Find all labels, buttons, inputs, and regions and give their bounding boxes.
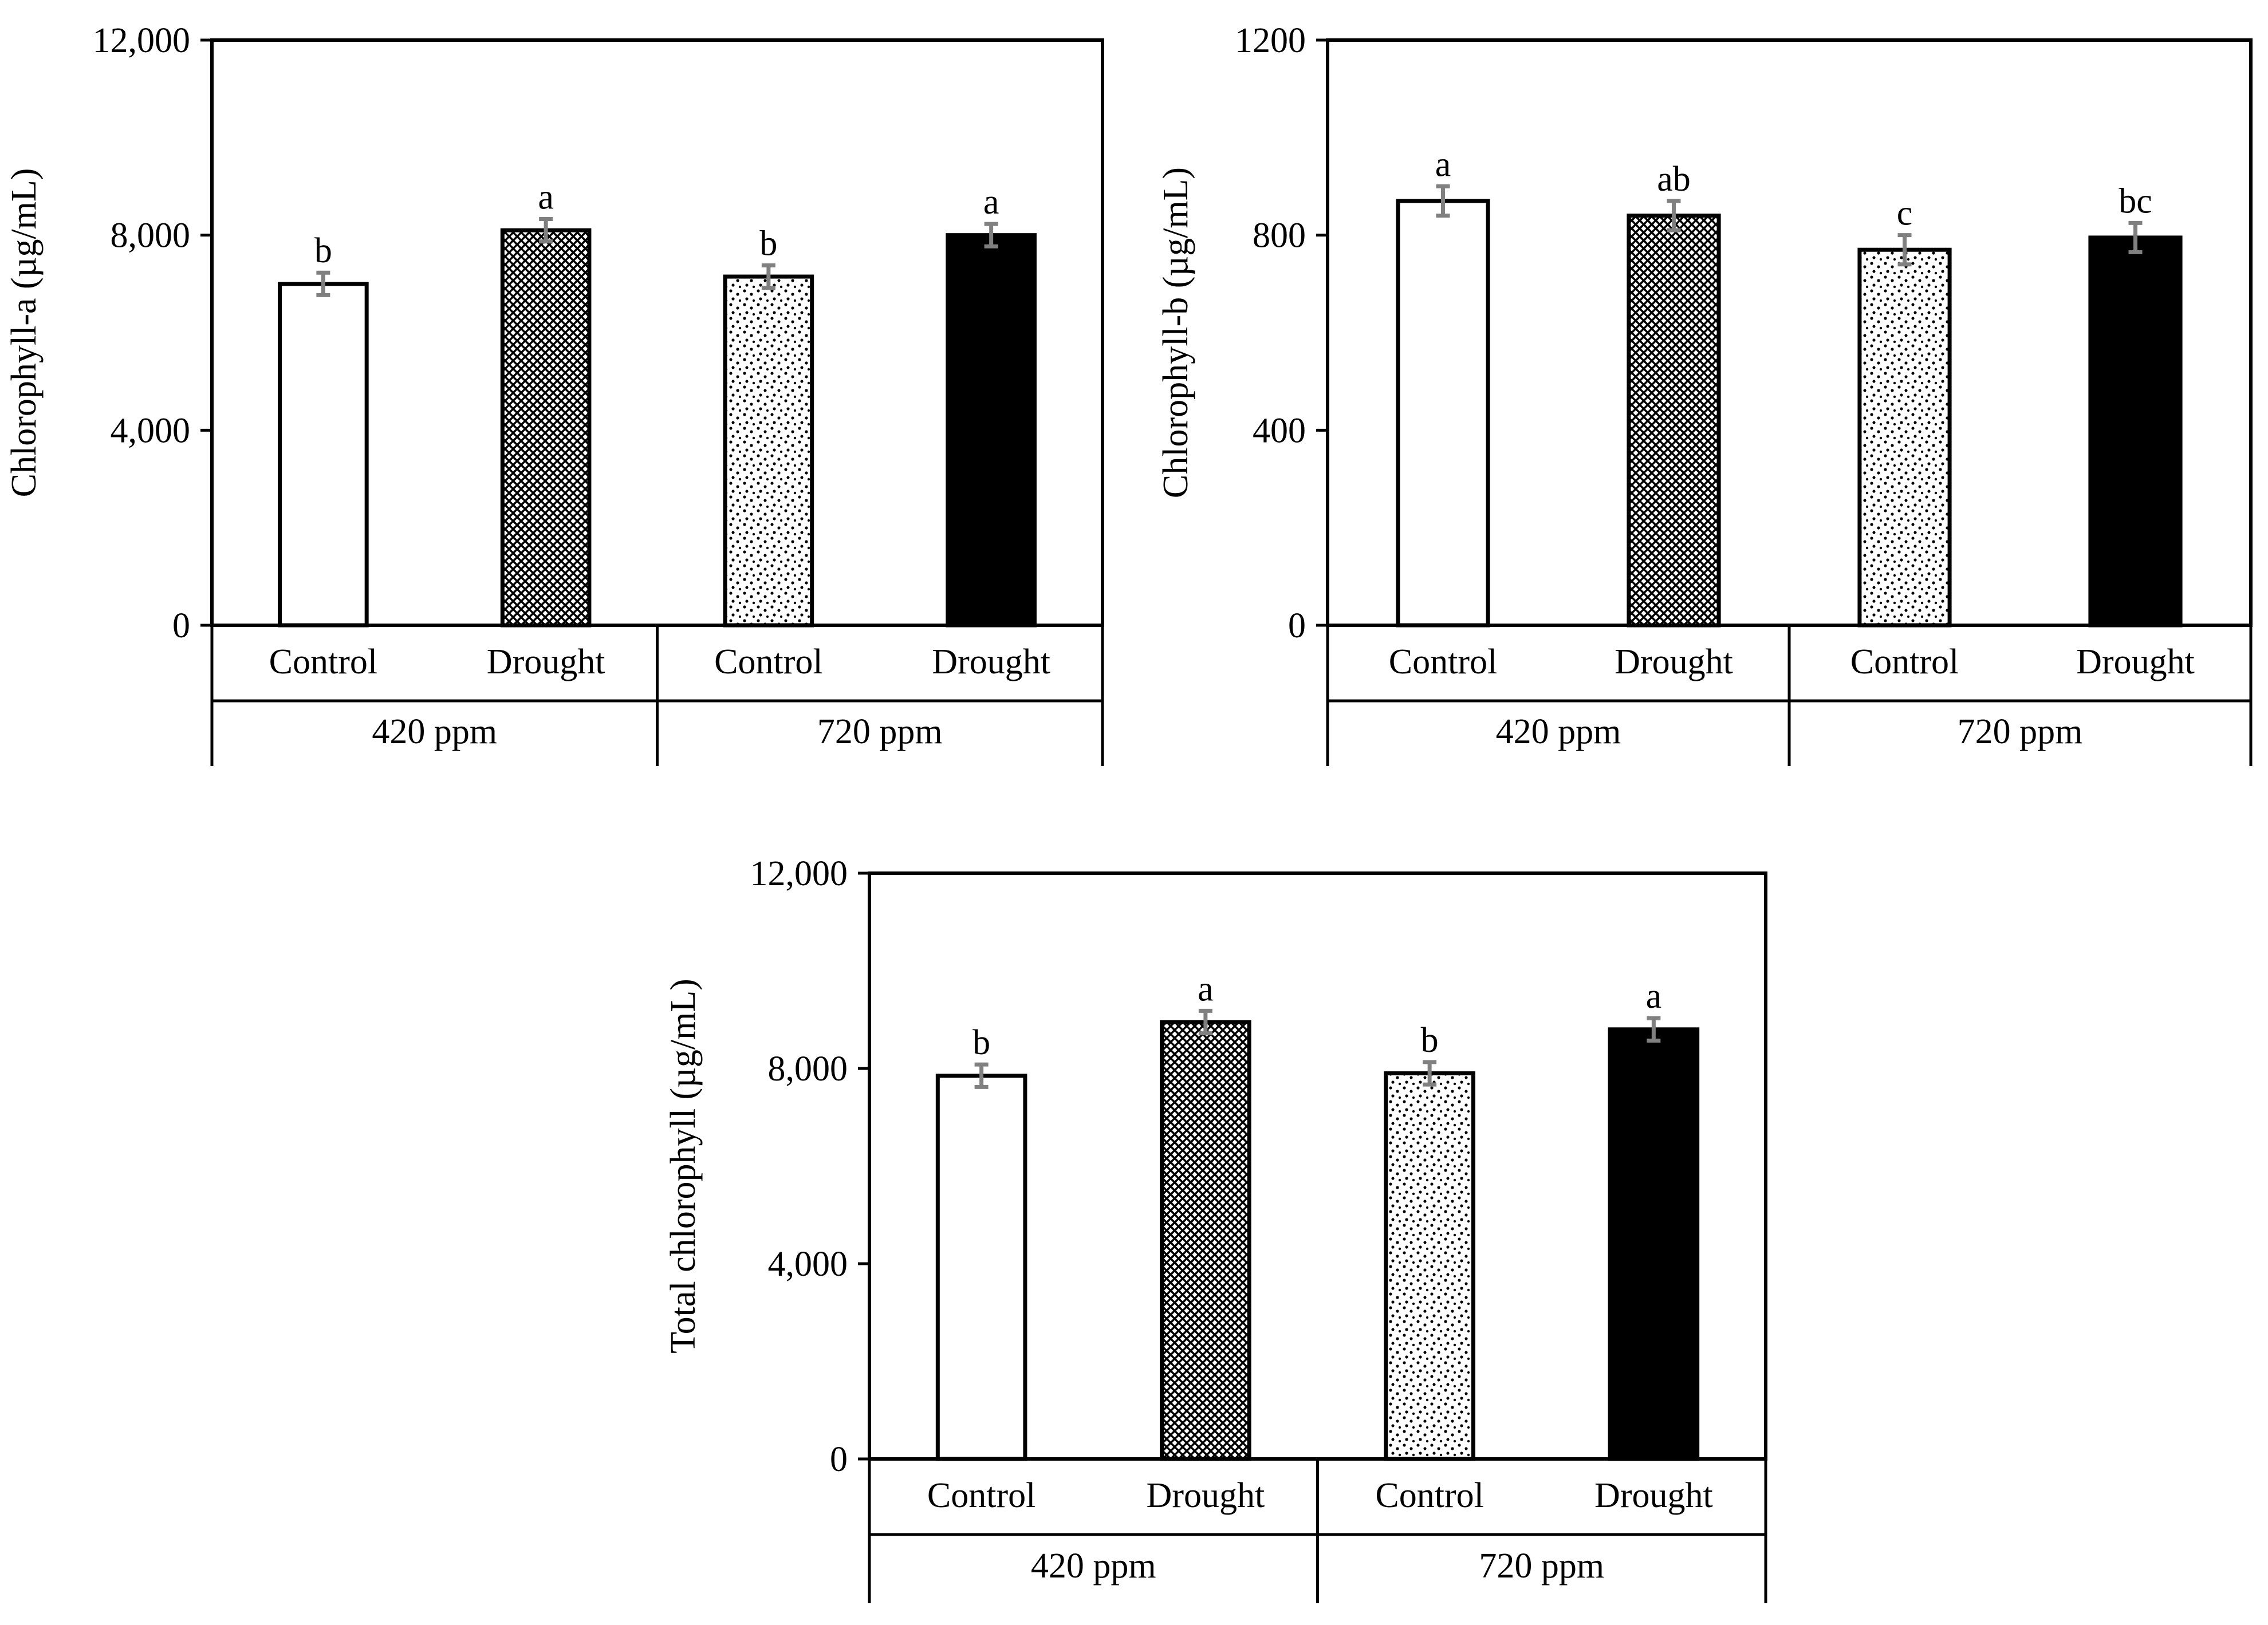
category-label: Control bbox=[1850, 642, 1959, 681]
bar bbox=[1627, 214, 1721, 628]
category-label: Drought bbox=[1594, 1476, 1713, 1515]
group-label: 420 ppm bbox=[1031, 1547, 1156, 1585]
group-label: 420 ppm bbox=[1496, 712, 1621, 751]
category-label: Drought bbox=[1615, 642, 1733, 681]
category-label: Drought bbox=[2076, 642, 2195, 681]
y-tick-label: 0 bbox=[830, 1440, 848, 1479]
bar bbox=[1384, 1071, 1475, 1461]
chlorophyll-a-chart: 0 4,000 8,000 12,000 Chlorophyll-a (µg/mL) b C… bbox=[5, 21, 1104, 766]
y-axis-title: Chlorophyll-b (µg/mL) bbox=[1156, 167, 1195, 498]
significance-letter: b bbox=[972, 1023, 990, 1062]
significance-letter: b bbox=[314, 231, 332, 270]
y-axis-title: Chlorophyll-a (µg/mL) bbox=[5, 168, 44, 498]
significance-letter: a bbox=[538, 178, 554, 217]
bar bbox=[278, 282, 369, 628]
significance-letter: c bbox=[1897, 194, 1913, 233]
group-label: 720 ppm bbox=[1958, 712, 2083, 751]
y-tick-label: 8,000 bbox=[111, 216, 191, 255]
y-tick-label: 12,000 bbox=[750, 854, 848, 893]
significance-letter: a bbox=[983, 183, 999, 222]
significance-letter: a bbox=[1646, 977, 1662, 1016]
y-tick-label: 400 bbox=[1253, 411, 1306, 450]
category-label: Drought bbox=[1147, 1476, 1265, 1515]
chlorophyll-b-chart: 0 400 800 1200 Chlorophyll-b (µg/mL) a Control… bbox=[1156, 21, 2253, 766]
significance-letter: ab bbox=[1657, 160, 1691, 199]
bar bbox=[1160, 1020, 1251, 1461]
y-tick-label: 4,000 bbox=[111, 411, 191, 450]
bar bbox=[1608, 1027, 1700, 1461]
category-label: Control bbox=[269, 642, 377, 681]
bar bbox=[935, 1074, 1027, 1461]
y-tick-label: 1200 bbox=[1235, 21, 1306, 60]
y-tick-label: 800 bbox=[1253, 216, 1306, 255]
significance-letter: b bbox=[759, 224, 777, 263]
significance-letter: a bbox=[1198, 969, 1214, 1008]
total-chlorophyll-chart: 0 4,000 8,000 12,000 Total chlorophyll (µg/m… bbox=[664, 854, 1767, 1603]
category-label: Control bbox=[714, 642, 822, 681]
y-tick-label: 8,000 bbox=[768, 1050, 848, 1088]
bar bbox=[1857, 247, 1952, 628]
y-tick-label: 0 bbox=[1288, 606, 1306, 645]
bar bbox=[500, 228, 592, 628]
significance-letter: a bbox=[1435, 145, 1451, 184]
y-tick-label: 0 bbox=[172, 606, 190, 645]
category-label: Control bbox=[1389, 642, 1497, 681]
y-axis-title: Total chlorophyll (µg/mL) bbox=[664, 979, 703, 1354]
significance-letter: bc bbox=[2119, 182, 2152, 220]
category-label: Drought bbox=[487, 642, 605, 681]
y-tick-label: 4,000 bbox=[768, 1245, 848, 1284]
bar bbox=[2088, 235, 2183, 628]
group-label: 720 ppm bbox=[817, 712, 943, 751]
significance-letter: b bbox=[1421, 1021, 1439, 1060]
bar bbox=[946, 233, 1037, 628]
group-label: 420 ppm bbox=[372, 712, 497, 751]
bar bbox=[723, 274, 814, 628]
category-label: Control bbox=[927, 1476, 1035, 1515]
category-label: Control bbox=[1375, 1476, 1483, 1515]
bar bbox=[1396, 199, 1490, 628]
group-label: 720 ppm bbox=[1479, 1547, 1604, 1585]
y-tick-label: 12,000 bbox=[93, 21, 191, 60]
category-label: Drought bbox=[932, 642, 1050, 681]
